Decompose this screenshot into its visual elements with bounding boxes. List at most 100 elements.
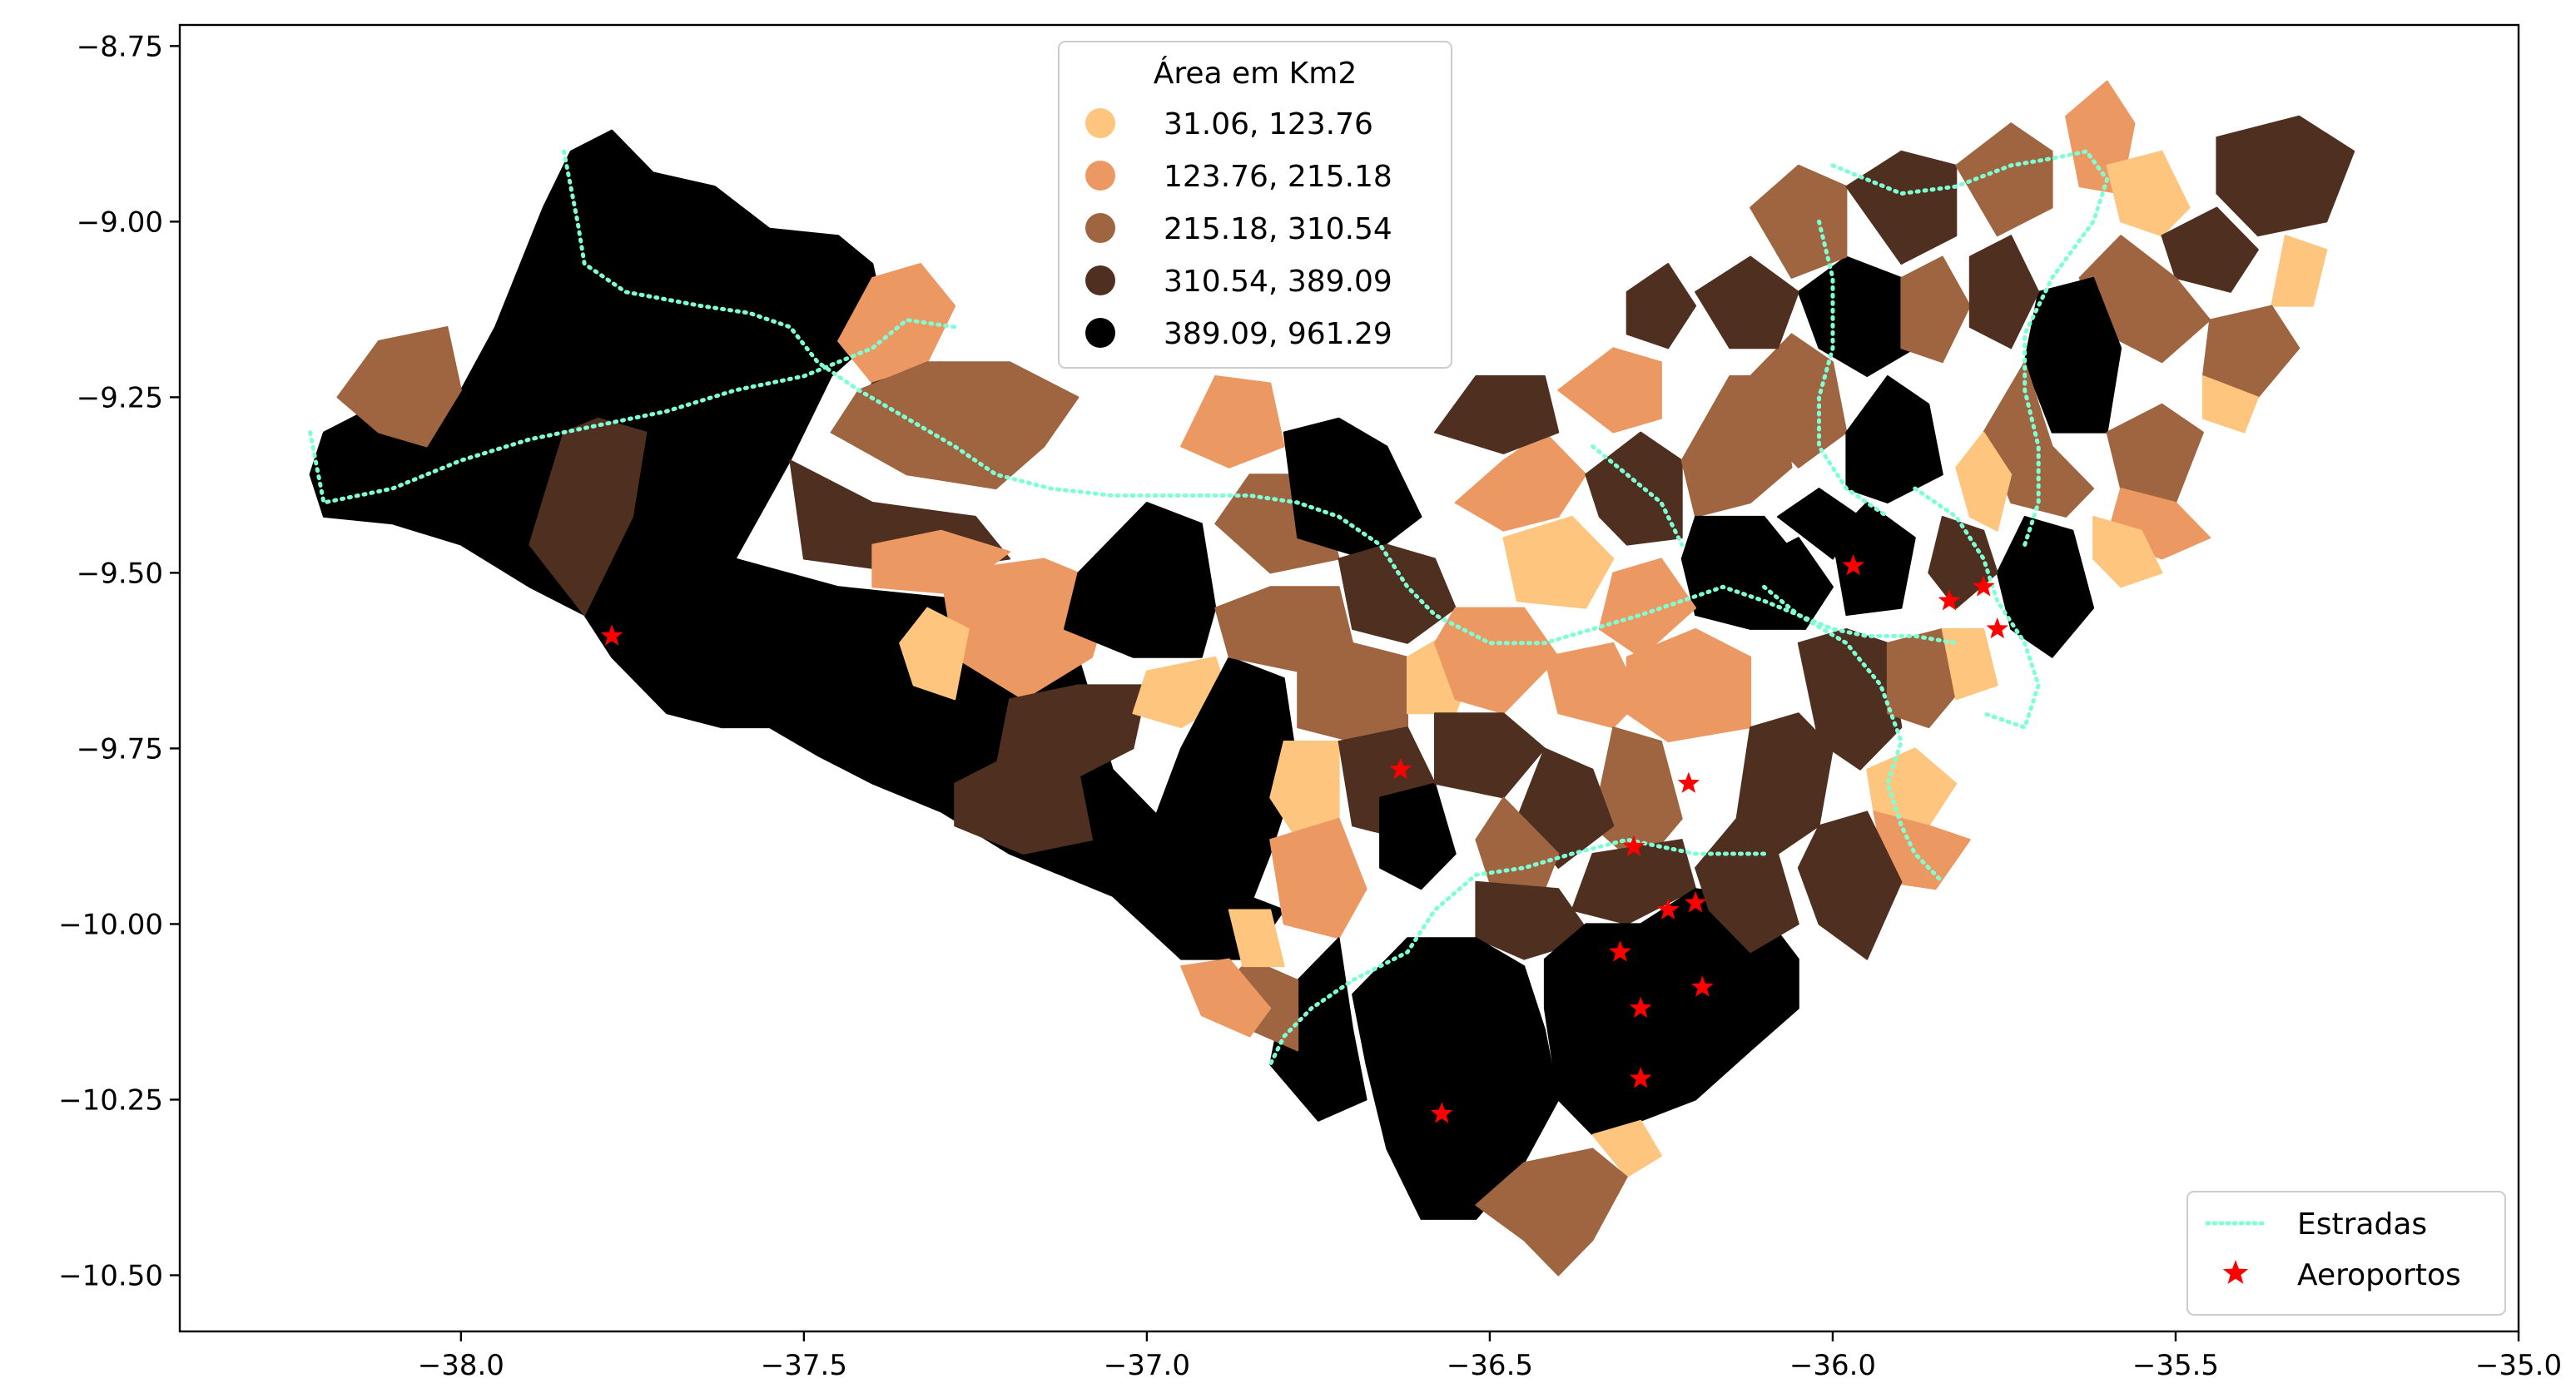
x-tick-label: −37.5 (761, 1349, 847, 1382)
municipality-regions (309, 80, 2355, 1277)
municipality-region (1598, 558, 1697, 658)
municipality-region (1269, 817, 1367, 939)
municipality-region (1434, 375, 1560, 454)
municipality-region (1900, 255, 1971, 364)
municipality-region (2106, 150, 2191, 237)
municipality-region (830, 361, 1080, 490)
legend-swatch (1085, 213, 1115, 243)
y-tick-label: −8.75 (77, 30, 163, 63)
airport-marker (1842, 553, 1864, 576)
y-tick-label: −9.00 (77, 206, 163, 239)
municipality-region (1955, 122, 2053, 237)
municipality-region (1626, 263, 1697, 350)
municipality-region (1434, 712, 1546, 799)
airports-layer (600, 553, 2008, 1123)
y-tick-label: −9.25 (77, 381, 163, 414)
municipality-region (1180, 375, 1285, 468)
legend-class-label: 215.18, 310.54 (1164, 212, 1392, 246)
municipality-region (1145, 656, 1299, 925)
municipality-region (1797, 811, 1903, 960)
municipality-region (1379, 782, 1457, 890)
road-line (1830, 149, 2110, 548)
roads-layer (308, 149, 2110, 1067)
road-line (1268, 837, 1766, 1067)
area-legend: Área em Km2 31.06, 123.76 123.76, 215.18 2… (1058, 41, 1452, 369)
municipality-region (1695, 817, 1799, 954)
legend-class-label: 31.06, 123.76 (1164, 107, 1373, 141)
airport-marker (1629, 1067, 1652, 1088)
municipality-region (2161, 206, 2259, 293)
area-legend-items: 31.06, 123.76 123.76, 215.18 215.18, 310.5… (1085, 107, 1392, 351)
layers-legend-box (2186, 1191, 2506, 1316)
municipality-region (954, 754, 1093, 855)
x-tick-label: −36.0 (1789, 1349, 1876, 1382)
municipality-region (1557, 347, 1662, 434)
layers-legend: Estradas Aeroportos (2186, 1191, 2506, 1316)
municipality-region (1866, 747, 1958, 827)
y-tick-label: −10.25 (58, 1083, 163, 1117)
y-axis-ticks: −8.75 −9.00 −9.25 −9.50 −9.75 −10.00 −10.25 −10… (58, 30, 180, 1292)
x-axis-ticks: −38.0 −37.5 −37.0 −36.5 −36.0 −35.5 −35.0 (418, 1331, 2562, 1382)
municipality-region (1832, 502, 1916, 616)
roads-legend-label: Estradas (2297, 1207, 2427, 1242)
municipality-region (2201, 305, 2301, 399)
airport-marker (1629, 996, 1652, 1018)
municipality-region (1180, 958, 1272, 1038)
airport-marker (1656, 898, 1680, 920)
y-tick-label: −10.50 (58, 1259, 163, 1292)
x-tick-label: −37.0 (1104, 1349, 1190, 1382)
airport-marker (1986, 617, 2008, 639)
airport-marker (1938, 589, 1961, 611)
municipality-region (1955, 431, 2013, 532)
legend-swatch (1085, 161, 1115, 191)
airport-marker (1609, 940, 1631, 962)
road-line (1913, 486, 2041, 731)
road-line (308, 317, 957, 505)
road-line (562, 149, 1958, 646)
airport-marker (1622, 835, 1645, 856)
road-line (1762, 584, 1945, 885)
municipality-region (1750, 164, 1848, 279)
airports-legend-label: Aeroportos (2297, 1258, 2461, 1292)
x-tick-label: −35.0 (2475, 1349, 2562, 1382)
area-legend-box (1058, 41, 1452, 369)
legend-swatch (1085, 318, 1115, 348)
airport-marker (1677, 771, 1700, 793)
star-icon (2222, 1260, 2249, 1284)
x-tick-label: −35.5 (2132, 1349, 2219, 1382)
municipality-region (1968, 235, 2040, 350)
municipality-region (1064, 502, 1217, 658)
municipality-region (1777, 488, 1861, 560)
legend-swatch (1085, 108, 1115, 138)
plot-frame (178, 23, 2520, 1333)
legend-class-label: 389.09, 961.29 (1164, 317, 1392, 351)
municipality-region (1591, 1119, 1662, 1178)
airport-marker (1430, 1102, 1453, 1123)
municipality-region (1228, 909, 1285, 968)
municipality-region (1845, 150, 1958, 265)
area-legend-title: Área em Km2 (1154, 56, 1357, 91)
municipality-region (2271, 235, 2328, 307)
municipality-region (2216, 115, 2355, 237)
municipality-region (1941, 627, 1998, 701)
municipality-region (2106, 403, 2204, 503)
airport-marker (1389, 757, 1412, 780)
legend-class-label: 310.54, 389.09 (1164, 265, 1392, 299)
municipality-region (336, 326, 462, 448)
road-line (1591, 444, 1685, 548)
municipality-region (1475, 1148, 1628, 1277)
airport-marker (1972, 575, 1995, 597)
x-tick-label: −38.0 (418, 1349, 504, 1382)
y-tick-label: −9.50 (77, 557, 163, 590)
municipality-region (2201, 375, 2259, 434)
municipality-region (1695, 255, 1799, 350)
airport-marker (1684, 891, 1707, 913)
municipality-region (1283, 417, 1422, 560)
municipality-region (2092, 515, 2163, 588)
municipality-region (1502, 515, 1615, 609)
airport-marker (600, 624, 623, 646)
x-tick-label: −36.5 (1447, 1349, 1533, 1382)
legend-class-label: 123.76, 215.18 (1164, 160, 1392, 194)
y-tick-label: −9.75 (77, 732, 163, 766)
